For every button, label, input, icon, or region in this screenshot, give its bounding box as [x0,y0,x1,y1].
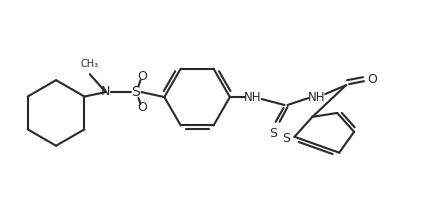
Text: N: N [101,85,110,98]
Text: S: S [269,127,277,140]
Text: S: S [131,85,140,99]
Text: CH₃: CH₃ [80,59,98,69]
Text: O: O [366,73,376,86]
Text: NH: NH [243,91,261,104]
Text: NH: NH [307,91,324,104]
Text: S: S [282,132,290,145]
Text: O: O [137,101,147,114]
Text: O: O [137,70,147,83]
